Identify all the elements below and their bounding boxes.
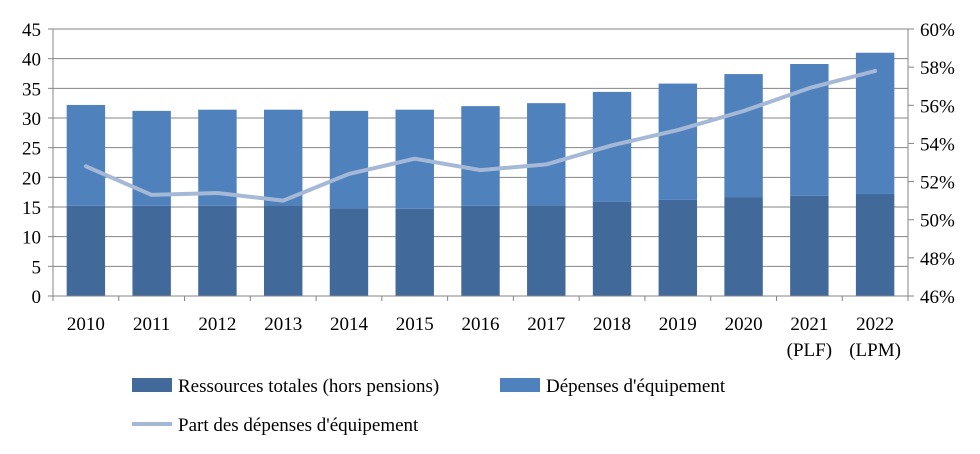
left-tick-label: 10 — [22, 228, 41, 249]
x-tick-label: 2019 — [659, 314, 697, 335]
x-tick-label: (PLF) — [787, 340, 832, 361]
x-tick-label: (LPM) — [849, 340, 901, 361]
right-tick-label: 56% — [920, 96, 955, 117]
right-tick-label: 54% — [920, 134, 955, 155]
bar-depenses — [329, 110, 369, 209]
bar-depenses — [658, 83, 698, 200]
x-tick-label: 2010 — [67, 314, 105, 335]
bar-depenses — [132, 110, 171, 206]
legend-label-ressources: Ressources totales (hors pensions) — [178, 376, 439, 397]
axes: 0 5 10 15 20 25 30 35 40 45 46% 48% 50% 52% 54% 56% 58% 6… — [22, 20, 955, 361]
bar-depenses — [527, 103, 566, 206]
legend-swatch-depenses — [500, 378, 540, 392]
bars — [66, 52, 895, 296]
bar-ressources — [198, 205, 237, 296]
bar-depenses — [263, 109, 303, 206]
x-tick-label: 2020 — [725, 314, 763, 335]
x-tick-label: 2016 — [462, 314, 500, 335]
bar-ressources — [461, 205, 500, 296]
bar-ressources — [724, 197, 763, 296]
left-tick-label: 35 — [22, 79, 41, 100]
left-tick-label: 0 — [32, 287, 42, 308]
x-tick-label: 2021 — [790, 314, 828, 335]
legend-swatch-ressources — [132, 378, 172, 392]
legend-label-depenses: Dépenses d'équipement — [546, 376, 726, 397]
right-tick-label: 46% — [920, 287, 955, 308]
bar-ressources — [263, 205, 303, 296]
right-tick-label: 58% — [920, 58, 955, 79]
bar-ressources — [329, 208, 369, 296]
bar-depenses — [198, 109, 237, 206]
left-tick-label: 40 — [22, 50, 41, 71]
right-tick-label: 52% — [920, 173, 955, 194]
share-line — [83, 68, 878, 203]
left-tick-label: 20 — [22, 168, 41, 189]
left-tick-label: 45 — [22, 20, 41, 41]
x-tick-label: 2018 — [593, 314, 631, 335]
x-tick-label: 2014 — [330, 314, 369, 335]
x-tick-label: 2017 — [527, 314, 565, 335]
legend: Ressources totales (hors pensions) Dépen… — [132, 376, 726, 436]
bar-ressources — [527, 205, 566, 296]
right-tick-label: 60% — [920, 20, 955, 41]
bar-ressources — [66, 205, 106, 296]
bar-ressources — [592, 201, 632, 296]
bar-ressources — [132, 205, 171, 296]
x-tick-label: 2015 — [396, 314, 434, 335]
bar-ressources — [790, 195, 829, 296]
bar-depenses — [461, 106, 500, 206]
left-tick-label: 5 — [32, 257, 42, 278]
right-tick-label: 48% — [920, 249, 955, 270]
x-tick-label: 2011 — [133, 314, 170, 335]
bar-ressources — [395, 208, 434, 296]
legend-label-part: Part des dépenses d'équipement — [178, 415, 419, 436]
bar-depenses — [66, 104, 106, 206]
left-tick-label: 15 — [22, 198, 41, 219]
left-tick-label: 30 — [22, 109, 41, 130]
right-tick-label: 50% — [920, 211, 955, 232]
bar-depenses — [724, 74, 763, 198]
x-tick-label: 2013 — [264, 314, 302, 335]
x-tick-label: 2012 — [198, 314, 236, 335]
x-tick-label: 2022 — [856, 314, 894, 335]
left-tick-label: 25 — [22, 139, 41, 160]
bar-ressources — [658, 199, 698, 296]
bar-ressources — [855, 193, 895, 296]
